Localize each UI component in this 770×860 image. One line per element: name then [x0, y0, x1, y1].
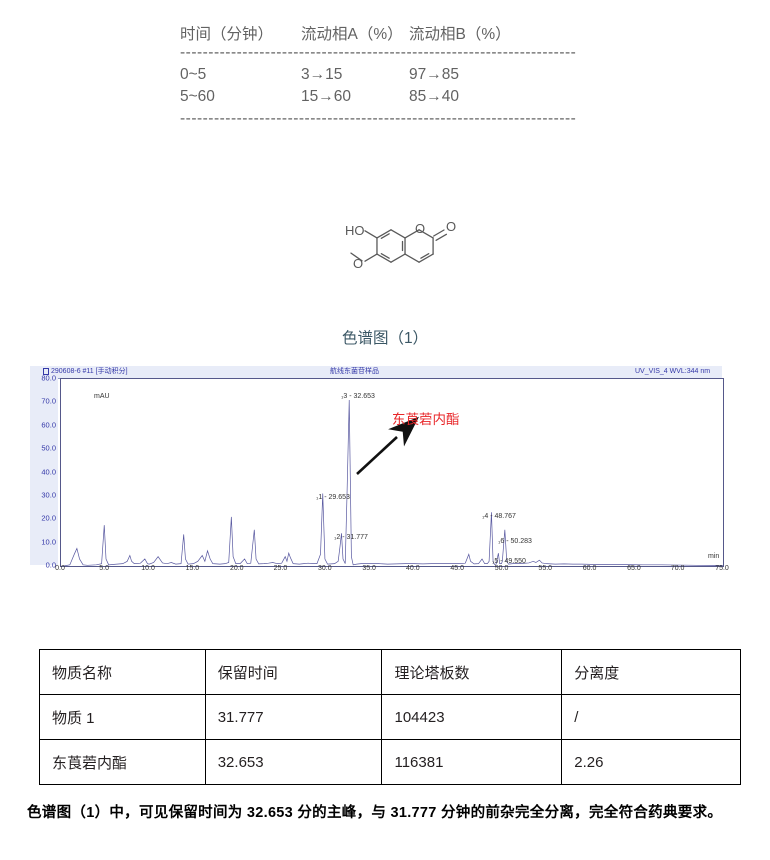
svg-text:O: O	[415, 221, 425, 236]
svg-text:O: O	[353, 256, 363, 271]
svg-text:O: O	[446, 219, 456, 234]
svg-text:HO: HO	[345, 223, 365, 238]
